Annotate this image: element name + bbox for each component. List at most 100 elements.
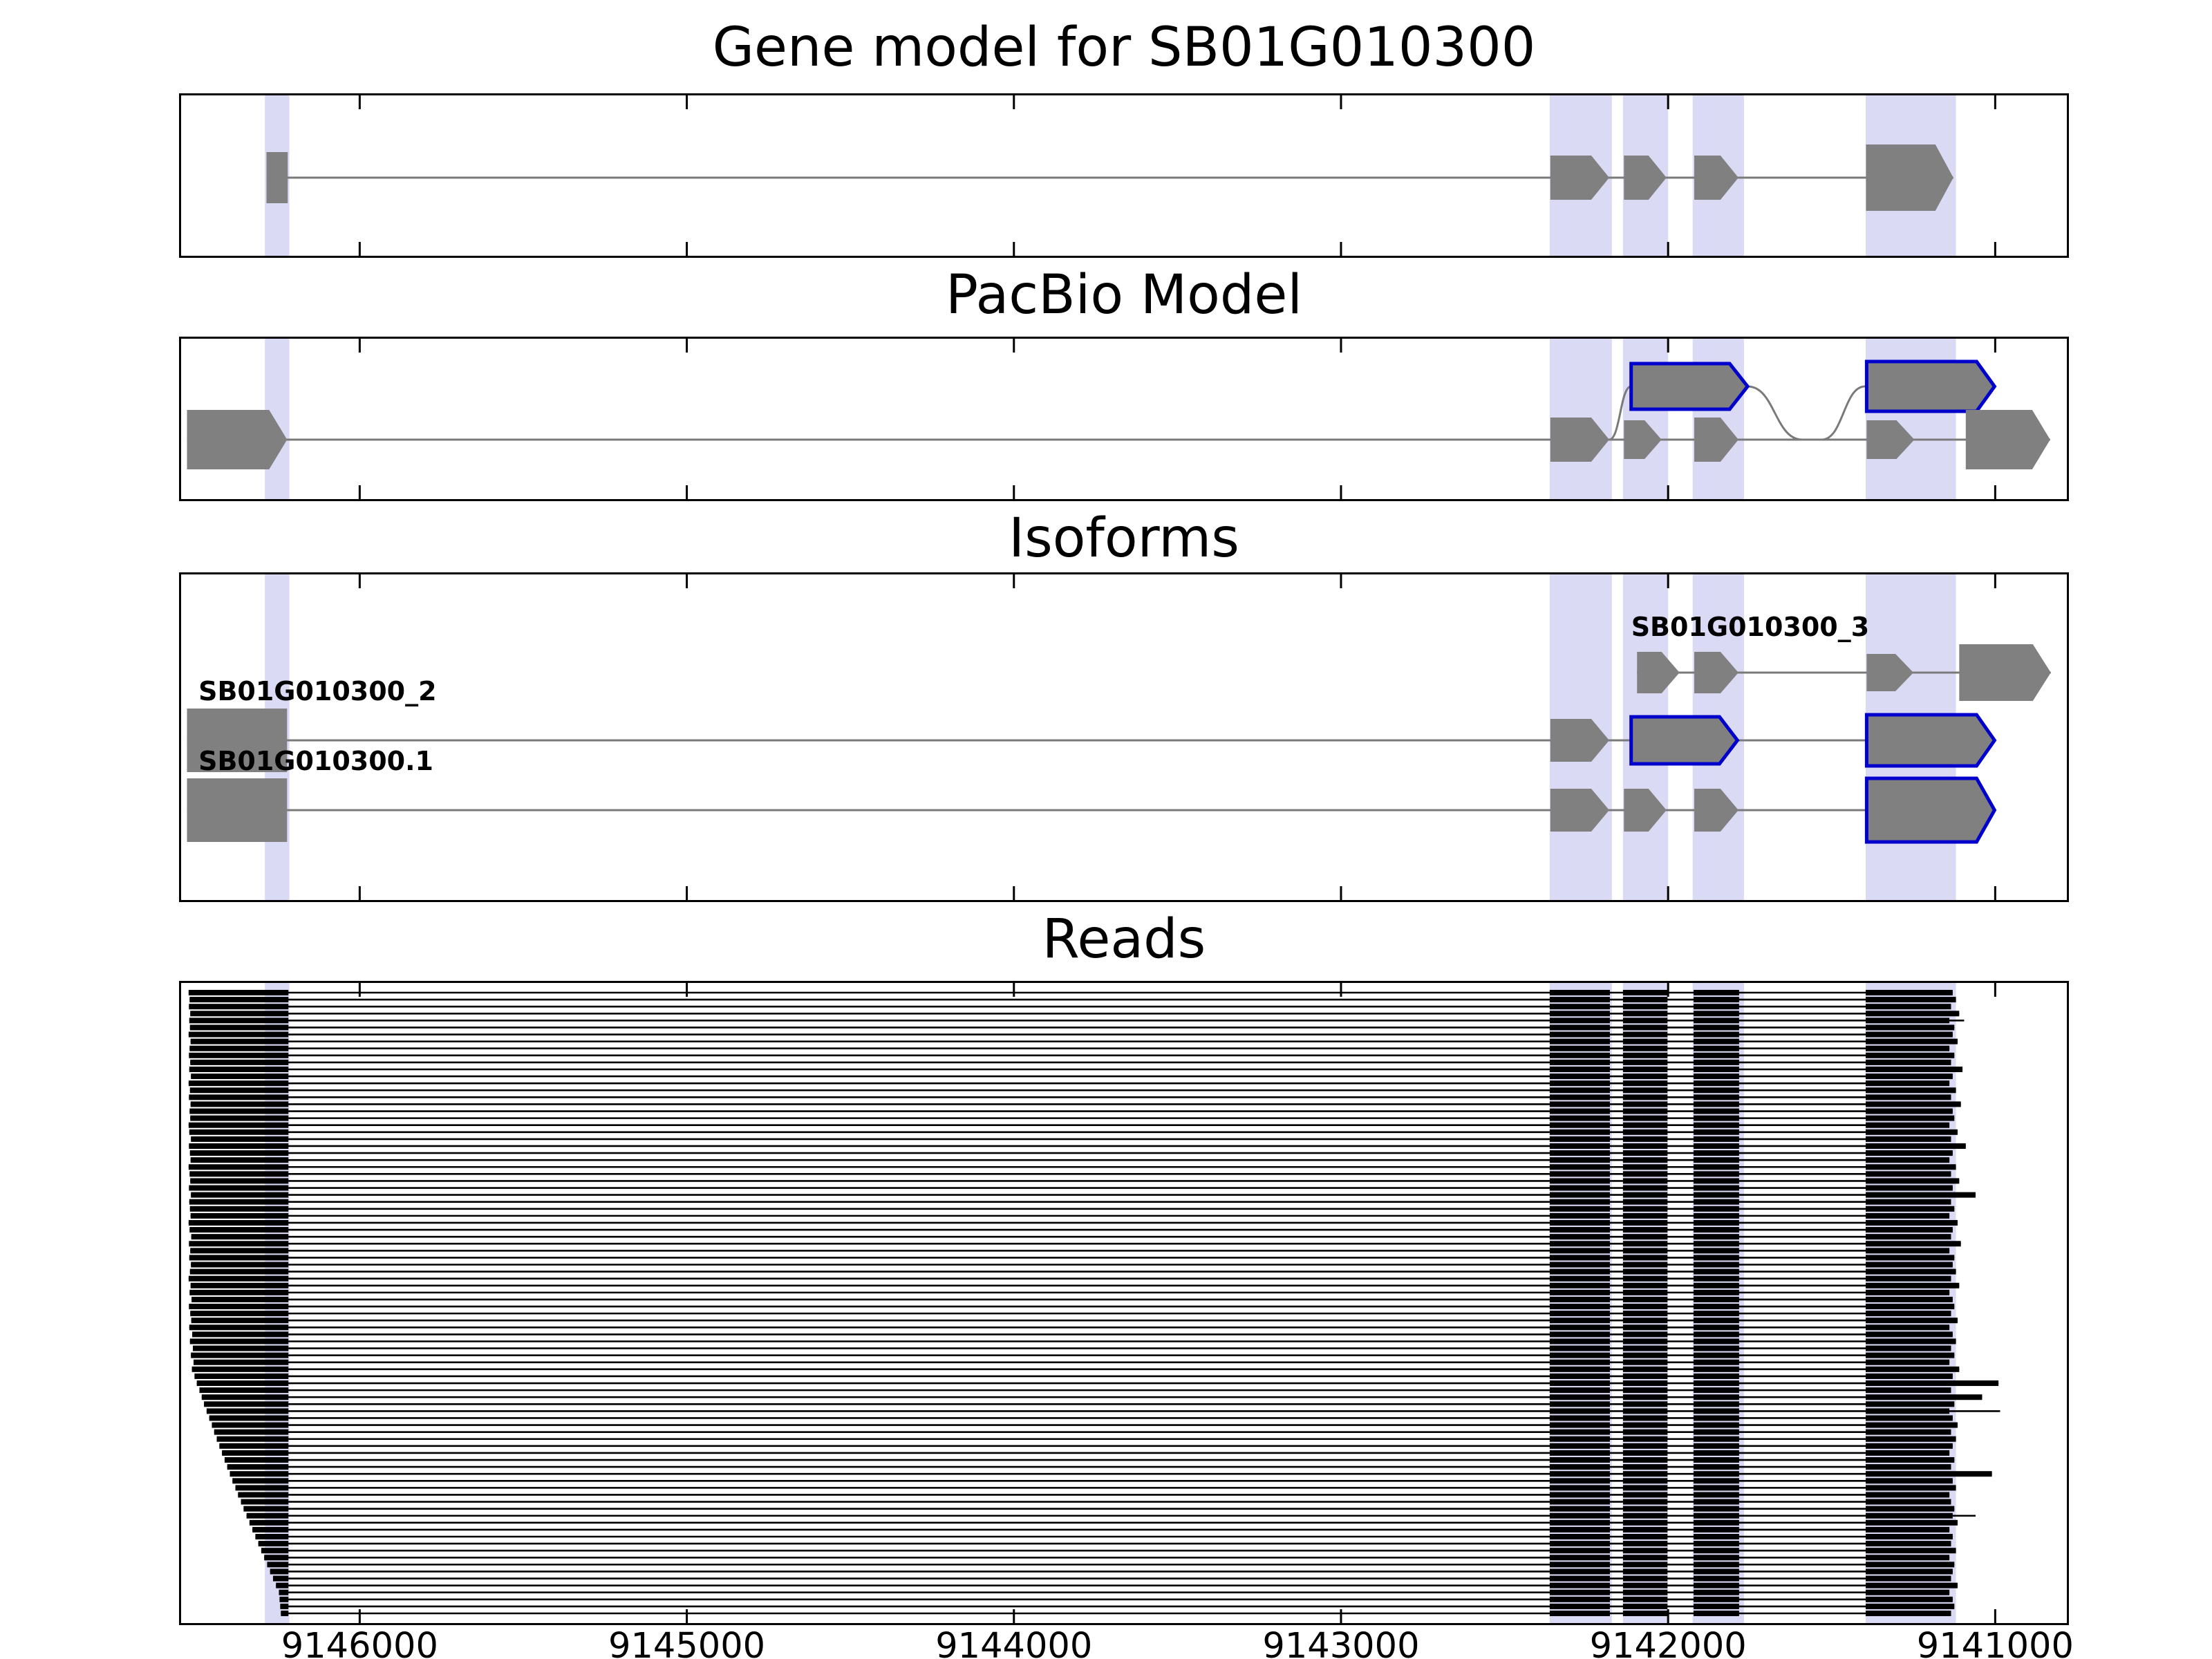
read-block [1549,1526,1610,1533]
read-block [1694,1345,1739,1351]
read-block [1865,1596,1953,1602]
read-block [189,1255,289,1261]
read-block [1549,1129,1610,1135]
read-block [1694,1450,1739,1456]
read-block [1622,1171,1668,1177]
read-block [1694,1408,1739,1414]
exon [1550,156,1609,200]
read-block [1865,1506,1955,1512]
exon [1637,652,1680,693]
read-block [1865,1457,1955,1463]
read-block [1694,1519,1739,1526]
read-block [190,1115,289,1121]
read-block [1694,1199,1739,1205]
read-block [280,1603,289,1609]
read-block [279,1596,289,1602]
read-block [1622,1408,1668,1414]
read-block [1865,1227,1953,1233]
read-block [189,1087,289,1094]
read-block [1622,1541,1668,1547]
read-block [1549,1206,1610,1212]
read-block [1694,1206,1739,1212]
read-block [199,1387,289,1394]
read-block [258,1541,289,1547]
read-block [1865,1611,1951,1616]
read-block [1622,1136,1668,1142]
read-block [1865,1031,1953,1038]
read-block [192,1331,289,1338]
novel-exon [1864,359,1997,413]
read-block [1694,1492,1739,1498]
read-block [1865,1568,1953,1575]
read-block [1549,1185,1610,1191]
read-block [189,1289,289,1295]
read-block [1622,1499,1668,1505]
read-block [246,1512,289,1519]
read-block [1694,1352,1739,1358]
read-block [1865,1018,1950,1024]
read-block [1549,1519,1610,1526]
isoform-label: SB01G010300_2 [198,676,436,706]
read-block [190,1212,289,1219]
read-block [190,1038,289,1044]
read-block [1622,1262,1668,1268]
read-block [219,1443,289,1449]
read-block [1694,1185,1739,1191]
read-block [1865,1562,1955,1568]
read-block [1865,1262,1953,1268]
read-block [1549,1052,1610,1058]
read-block [1865,1241,1961,1247]
exon [1959,644,2051,701]
read-block [1622,1018,1668,1024]
read-block [1865,1164,1956,1170]
read-block [1622,1575,1668,1582]
read-block [1549,1227,1610,1233]
read-block [1865,1304,1955,1310]
read-block [1865,1212,1950,1219]
read-block [1865,1080,1950,1087]
read-block [1694,1171,1739,1177]
read-block [1694,1038,1739,1044]
read-block [1549,1603,1610,1609]
read-block [1549,1478,1610,1484]
read-block [1865,1429,1951,1435]
read-block [1694,1234,1739,1240]
read-block [190,1011,289,1017]
read-block [1549,1506,1610,1512]
read-block [1549,1485,1610,1491]
read-block [1694,1011,1739,1017]
read-block [1622,1338,1668,1344]
read-block [1622,1282,1668,1288]
read-block [1865,1234,1951,1240]
read-block [1549,1059,1610,1065]
exon [1550,719,1609,762]
read-block [1622,1255,1668,1261]
read-block [190,1282,289,1288]
read-block [1549,1408,1610,1414]
read-block [1549,1611,1610,1616]
read-block [1549,1304,1610,1310]
read-block [1549,1596,1610,1602]
read-block [1865,1464,1951,1470]
read-block [1549,1157,1610,1163]
read-block [189,1227,289,1233]
read-block [1865,1318,1958,1324]
read-block [1549,1422,1610,1428]
read-block [1622,1603,1668,1609]
read-block [1694,1219,1739,1226]
read-block [1694,1136,1739,1142]
read-block [1622,1311,1668,1317]
read-block [1694,1478,1739,1484]
read-block [191,1352,289,1358]
read-block [1865,1171,1951,1177]
read-block [1622,1443,1668,1449]
read-block [1865,1192,1976,1198]
read-block [1865,1052,1955,1058]
read-block [1865,1478,1953,1484]
read-block [1549,1219,1610,1226]
read-block [189,1338,289,1344]
read-block [1694,1562,1739,1568]
read-block [1694,1387,1739,1394]
read-block [235,1485,289,1491]
read-block [1622,1582,1668,1588]
